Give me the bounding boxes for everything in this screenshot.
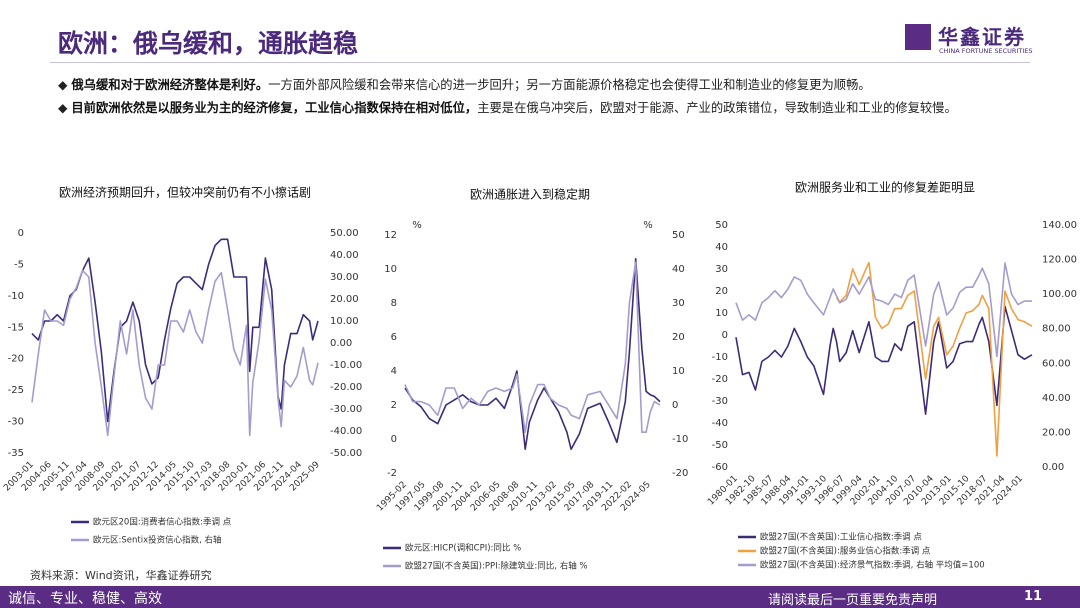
y-tick-label: 10 <box>715 308 728 319</box>
y2-tick-label: -10 <box>672 434 688 445</box>
y2-tick-label: 100.00 <box>1042 289 1077 300</box>
y2-tick-label: 40.00 <box>330 250 359 261</box>
y-tick-label: -40 <box>712 418 728 429</box>
y-tick-label: 2 <box>391 400 397 411</box>
series-line <box>404 258 661 450</box>
page-number: 11 <box>1024 589 1043 604</box>
legend-label: 欧元区:Sentix投资信心指数, 右轴 <box>93 535 222 546</box>
chart-title: 欧洲服务业和工业的修复差距明显 <box>795 180 975 195</box>
y-tick-label: 8 <box>391 298 397 309</box>
bullet: ◆ 俄乌缓和对于欧洲经济整体是利好。一方面外部风险缓和会带来信心的进一步回升；另… <box>58 78 871 92</box>
bullet-bold: 目前欧洲依然是以服务业为主的经济修复，工业信心指数保持在相对低位， <box>71 101 478 115</box>
legend-label: 欧盟27国(不含英国):服务业信心指数:季调 点 <box>760 546 931 557</box>
y-tick-label: 0 <box>18 228 24 239</box>
chart-title: 欧洲经济预期回升，但较冲突前仍有不小擦话剧 <box>59 185 311 200</box>
y2-tick-label: 40.00 <box>1042 393 1071 404</box>
footer-disclaimer: 请阅读最后一页重要免责声明 <box>768 593 938 608</box>
series-line <box>404 261 661 433</box>
y2-tick-label: 120.00 <box>1042 255 1077 266</box>
chart-title: 欧洲通胀进入到稳定期 <box>470 187 590 202</box>
y2-tick-label: 10.00 <box>330 316 359 327</box>
y2-tick-label: 20 <box>672 332 685 343</box>
legend-label: 欧盟27国(不含英国):PPI:除建筑业:同比, 右轴 % <box>405 561 587 572</box>
legend-label: 欧元区:HICP(调和CPI):同比 % <box>405 543 521 554</box>
y2-tick-label: 50 <box>672 230 685 241</box>
y2-tick-label: 50.00 <box>330 228 359 239</box>
y-tick-label: 40 <box>715 242 728 253</box>
series-line <box>31 269 319 437</box>
y-tick-label: 30 <box>715 264 728 275</box>
y-tick-label: 4 <box>391 366 397 377</box>
y-tick-label: 12 <box>384 230 397 241</box>
y2-tick-label: 20.00 <box>330 294 359 305</box>
y-tick-label: 0 <box>391 434 397 445</box>
y2-tick-label: 140.00 <box>1042 220 1077 231</box>
y-tick-label: -20 <box>712 374 728 385</box>
divider <box>50 62 1030 63</box>
y-axis-label: % <box>412 220 422 231</box>
y2-axis-label: % <box>643 220 653 231</box>
logo-icon <box>905 24 931 50</box>
y-tick-label: -30 <box>712 396 728 407</box>
y2-tick-label: -20.00 <box>330 382 362 393</box>
legend-label: 欧盟27国(不含英国):经济景气指数:季调, 右轴 平均值=100 <box>760 560 985 571</box>
series-line <box>735 305 1033 415</box>
bullet-text: 主要是在俄乌冲突后，欧盟对于能源、产业的政策错位，导致制造业和工业的修复较慢。 <box>477 101 957 115</box>
y2-tick-label: 40 <box>672 264 685 275</box>
series-line <box>735 262 1032 358</box>
y-tick-label: -25 <box>8 385 24 396</box>
y-tick-label: -5 <box>14 259 24 270</box>
y-tick-label: -10 <box>8 291 24 302</box>
y-tick-label: 10 <box>384 264 397 275</box>
y-tick-label: -30 <box>8 417 24 428</box>
y2-tick-label: 20.00 <box>1042 427 1071 438</box>
y-tick-label: 50 <box>715 220 728 231</box>
y2-tick-label: -40.00 <box>330 426 362 437</box>
logo-english: CHINA FORTUNE SECURITIES <box>939 47 1033 55</box>
bullet: ◆ 目前欧洲依然是以服务业为主的经济修复，工业信心指数保持在相对低位，主要是在俄… <box>58 101 957 115</box>
y-tick-label: -15 <box>8 322 24 333</box>
y2-tick-label: 0.00 <box>1042 462 1064 473</box>
y2-tick-label: -20 <box>672 468 688 479</box>
y-tick-label: 6 <box>391 332 397 343</box>
y2-tick-label: 60.00 <box>1042 358 1071 369</box>
slide-title: 欧洲：俄乌缓和，通胀趋稳 <box>58 29 359 58</box>
y-tick-label: -60 <box>712 462 728 473</box>
y-tick-label: 0 <box>722 330 728 341</box>
series-line <box>31 238 319 423</box>
y2-tick-label: -30.00 <box>330 404 362 415</box>
y2-tick-label: 0.00 <box>330 338 352 349</box>
y2-tick-label: -10.00 <box>330 360 362 371</box>
legend-label: 欧元区20国:消费者信心指数:季调 点 <box>93 517 232 528</box>
y2-tick-label: 0 <box>672 400 678 411</box>
footer-motto: 诚信、专业、稳健、高效 <box>8 591 162 607</box>
y-tick-label: -35 <box>8 448 24 459</box>
y-tick-label: 20 <box>715 286 728 297</box>
logo-text: 华鑫证券 <box>938 25 1026 49</box>
bullet-bold: 俄乌缓和对于欧洲经济整体是利好。 <box>71 78 269 92</box>
y2-tick-label: 30 <box>672 298 685 309</box>
bullet-text: 一方面外部风险缓和会带来信心的进一步回升；另一方面能源价格稳定也会使得工业和制造… <box>268 78 871 92</box>
y2-tick-label: 10 <box>672 366 685 377</box>
y-tick-label: -50 <box>712 440 728 451</box>
y-tick-label: -10 <box>712 352 728 363</box>
footer-bar <box>0 586 1080 608</box>
y2-tick-label: -50.00 <box>330 448 362 459</box>
source: 资料来源：Wind资讯，华鑫证券研究 <box>30 569 212 582</box>
legend-label: 欧盟27国(不含英国):工业信心指数:季调 点 <box>760 532 922 543</box>
y2-tick-label: 30.00 <box>330 272 359 283</box>
y-tick-label: -20 <box>8 354 24 365</box>
charts: 欧洲经济预期回升，但较冲突前仍有不小擦话剧0-5-10-15-20-25-30-… <box>2 180 1077 572</box>
y-tick-label: -2 <box>387 468 397 479</box>
series-line <box>835 261 1033 457</box>
y2-tick-label: 80.00 <box>1042 324 1071 335</box>
